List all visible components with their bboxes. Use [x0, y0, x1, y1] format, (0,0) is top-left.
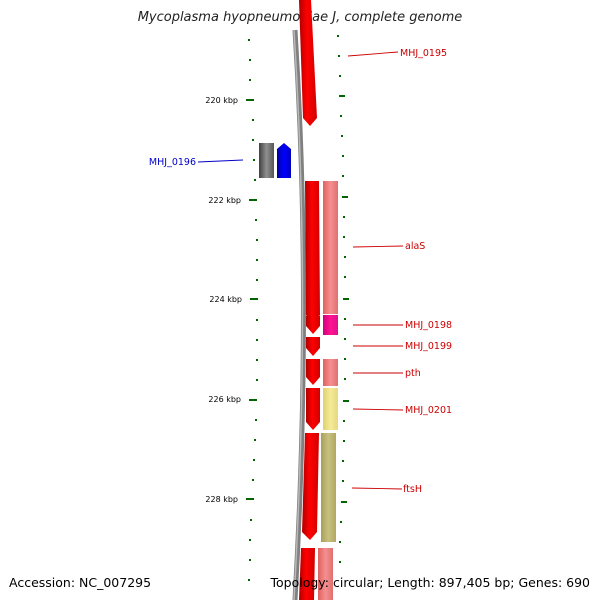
genome-backbone-highlight	[293, 29, 304, 600]
cog-alaS[interactable]	[323, 181, 338, 314]
scale-label-222: 222 kbp	[208, 196, 241, 205]
gene-ftsH[interactable]	[302, 433, 319, 540]
gene-MHJ_0201[interactable]	[306, 388, 320, 430]
scale-label-226: 226 kbp	[208, 395, 241, 404]
label-leaders	[197, 51, 404, 490]
forward-strand-genes	[299, 0, 320, 600]
gene-label-MHJ_0201[interactable]: MHJ_0201	[405, 405, 452, 416]
gene-label-pth[interactable]: pth	[405, 368, 421, 379]
gene-MHJ_0196[interactable]	[277, 143, 291, 178]
gene-label-MHJ_0195[interactable]: MHJ_0195	[400, 48, 447, 59]
cog-ftsH[interactable]	[321, 433, 336, 542]
scale-ticks-left	[246, 39, 258, 581]
genome-backbone	[292, 29, 306, 600]
cog-strand	[318, 181, 338, 600]
gene-label-ftsH[interactable]: ftsH	[403, 484, 422, 495]
gene-label-MHJ_0199[interactable]: MHJ_0199	[405, 341, 452, 352]
cog-pth[interactable]	[323, 359, 338, 386]
gene-label-alaS[interactable]: alaS	[405, 241, 425, 252]
gene-MHJ_0199[interactable]	[306, 337, 320, 356]
gene-alaS[interactable]	[305, 181, 320, 324]
gene-next-forward[interactable]	[299, 548, 315, 600]
gene-label-MHJ_0198[interactable]: MHJ_0198	[405, 320, 452, 331]
scale-label-220: 220 kbp	[205, 96, 238, 105]
scale-label-228: 228 kbp	[205, 495, 238, 504]
cog-next[interactable]	[318, 548, 333, 600]
genome-summary-text: Topology: circular; Length: 897,405 bp; …	[270, 575, 591, 590]
gene-pth[interactable]	[306, 359, 320, 385]
gene-MHJ_0195[interactable]	[299, 0, 317, 126]
cog-MHJ_0198[interactable]	[323, 315, 338, 335]
gene-MHJ_0196-shadow	[259, 143, 274, 178]
gene-label-MHJ_0196[interactable]: MHJ_0196	[149, 157, 196, 168]
gene-MHJ_0198[interactable]	[306, 316, 320, 334]
scale-ticks-right	[337, 35, 349, 563]
cog-MHJ_0201[interactable]	[323, 388, 338, 430]
scale-label-224: 224 kbp	[209, 295, 242, 304]
accession-text: Accession: NC_007295	[9, 575, 152, 590]
